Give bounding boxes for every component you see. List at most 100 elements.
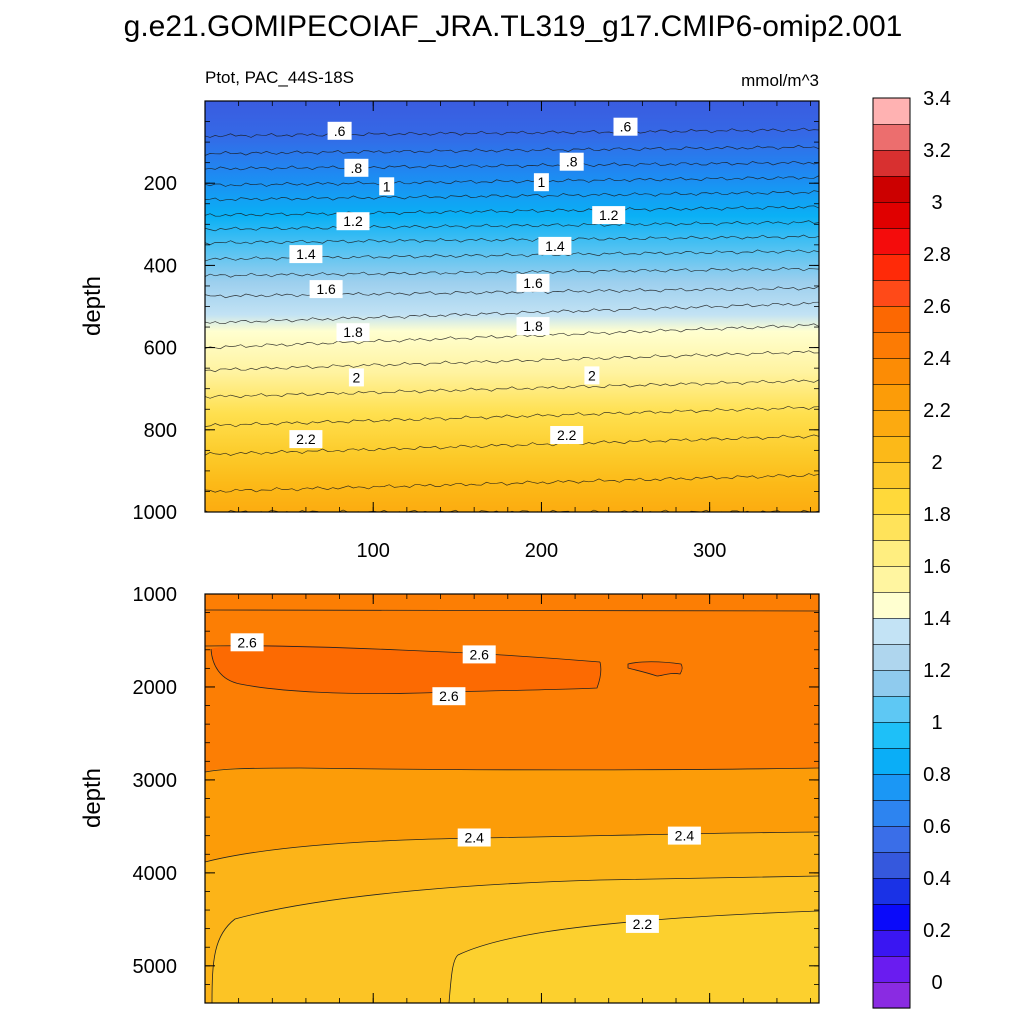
colorbar-swatch xyxy=(872,227,911,255)
colorbar-swatch xyxy=(872,383,911,411)
upper-y-axis-label: depth xyxy=(79,276,106,336)
lower-contour-label-text: 2.4 xyxy=(675,828,695,844)
colorbar-swatch xyxy=(872,123,911,151)
upper-contour-label: 1 xyxy=(379,177,395,196)
colorbar-swatch xyxy=(872,617,911,645)
colorbar-swatch xyxy=(872,695,911,723)
upper-contour-label-text: 1.4 xyxy=(545,238,565,254)
upper-x-tick-label: 200 xyxy=(525,540,558,562)
lower-contour-label-text: 2.4 xyxy=(464,830,484,846)
upper-contour-label: 1.2 xyxy=(592,206,626,225)
upper-contour-label-text: .6 xyxy=(620,119,632,135)
lower-y-tick-label: 2000 xyxy=(133,677,178,699)
upper-contour-label-text: 1.8 xyxy=(343,324,363,340)
lower-contour-label: 2.4 xyxy=(667,826,701,845)
colorbar-swatch xyxy=(872,461,911,489)
upper-contour-line xyxy=(205,301,819,325)
upper-contour-line xyxy=(205,267,819,278)
colorbar-tick-label: 0 xyxy=(931,972,942,994)
colorbar-swatch xyxy=(872,747,911,775)
upper-y-tick-label: 200 xyxy=(144,173,177,195)
lower-contour-labels: 2.6 2.6 2.6 2.4 2.4 2.2 xyxy=(230,633,701,933)
upper-contour-label-text: 1.8 xyxy=(523,318,543,334)
upper-left-label: Ptot, PAC_44S-18S xyxy=(205,68,354,87)
lower-contour-label-text: 2.6 xyxy=(439,688,459,704)
lower-contour-label: 2.6 xyxy=(432,687,466,706)
lower-y-tick-label: 4000 xyxy=(133,863,178,885)
colorbar: 0 0.2 0.4 0.6 0.8 1 1.2 1.4 1.6 1.8 2 2.2 2.4 2.6 2.8 3… xyxy=(872,88,951,1009)
upper-contour-label: 1.6 xyxy=(516,273,550,292)
colorbar-swatch xyxy=(872,175,911,203)
lower-contour-label: 2.6 xyxy=(462,645,496,664)
upper-contour-line xyxy=(205,285,819,299)
colorbar-swatch xyxy=(872,643,911,671)
upper-contour-label: 1 xyxy=(533,173,549,192)
lower-contour-label: 2.4 xyxy=(457,828,491,847)
colorbar-swatch xyxy=(872,253,911,281)
colorbar-tick-label: 0.8 xyxy=(923,764,951,786)
upper-contour-label-text: 1.2 xyxy=(599,207,619,223)
lower-contour-label: 2.6 xyxy=(230,633,264,652)
colorbar-swatch xyxy=(872,773,911,801)
colorbar-swatch xyxy=(872,305,911,333)
upper-contour-label: 1.4 xyxy=(289,245,323,264)
lower-region-2.15 xyxy=(449,911,819,1003)
upper-units-label: mmol/m^3 xyxy=(741,71,819,90)
upper-contour-label: 2.2 xyxy=(550,426,584,444)
colorbar-swatch xyxy=(872,799,911,827)
lower-y-tick-label: 3000 xyxy=(133,770,178,792)
colorbar-swatch xyxy=(872,851,911,879)
colorbar-tick-label: 3 xyxy=(931,192,942,214)
lower-contour-label: 2.2 xyxy=(625,914,659,933)
upper-contour-line xyxy=(205,220,819,232)
upper-contour-line xyxy=(205,405,819,428)
colorbar-swatch xyxy=(872,669,911,697)
upper-contour-label: 2.2 xyxy=(289,430,323,449)
upper-contour-label-text: .8 xyxy=(566,154,578,170)
upper-contour-label-text: 1.6 xyxy=(316,281,336,297)
lower-y-axis: 1000 2000 3000 4000 5000 xyxy=(133,584,819,1004)
upper-y-tick-label: 600 xyxy=(144,338,177,360)
upper-x-axis: 100 200 300 xyxy=(204,101,811,562)
upper-contour-label: .6 xyxy=(613,117,638,136)
upper-contour-line xyxy=(205,323,819,350)
colorbar-tick-label: 1 xyxy=(931,712,942,734)
colorbar-swatch xyxy=(872,539,911,567)
upper-contour-line xyxy=(205,509,819,512)
lower-panel: 2.62.62.62.4 2.42.2 10002000300040005000 … xyxy=(79,584,820,1004)
colorbar-tick-label: 2.6 xyxy=(923,296,951,318)
colorbar-swatch xyxy=(872,201,911,229)
upper-contour-label-text: 2 xyxy=(353,369,361,385)
colorbar-tick-label: 1.6 xyxy=(923,556,951,578)
colorbar-swatch xyxy=(872,981,911,1009)
colorbar-swatch xyxy=(872,513,911,541)
upper-contour-label-text: 1.6 xyxy=(523,275,543,291)
colorbar-swatch xyxy=(872,279,911,307)
upper-contour-label: 1.4 xyxy=(538,236,572,255)
colorbar-tick-label: 2.8 xyxy=(923,244,951,266)
colorbar-swatch xyxy=(872,565,911,593)
colorbar-tick-label: 2 xyxy=(931,452,942,474)
colorbar-swatch xyxy=(872,591,911,619)
upper-contour-label-text: 2 xyxy=(588,367,596,383)
upper-contour-label: .8 xyxy=(559,152,584,171)
colorbar-swatch xyxy=(872,929,911,957)
upper-x-tick-label: 300 xyxy=(693,540,726,562)
upper-contour-label-text: 1.4 xyxy=(296,246,316,262)
colorbar-tick-label: 2.2 xyxy=(923,400,951,422)
upper-contour-label-text: 2.2 xyxy=(557,427,577,443)
upper-contour-label-text: 1.2 xyxy=(343,213,363,229)
upper-contour-line xyxy=(205,160,819,171)
upper-contour-line xyxy=(205,127,819,138)
upper-contour-label: 1.2 xyxy=(336,212,370,231)
lower-y-tick-label: 1000 xyxy=(133,584,178,606)
upper-contour-line xyxy=(205,434,819,456)
upper-contour-label: 2 xyxy=(584,366,600,385)
colorbar-frame xyxy=(872,97,911,1009)
lower-y-axis-label: depth xyxy=(79,768,106,828)
upper-contour-label-text: .6 xyxy=(334,123,346,139)
upper-contour-line xyxy=(205,234,819,246)
upper-contour-line xyxy=(205,473,819,493)
upper-contour-label-text: 1 xyxy=(383,178,391,194)
